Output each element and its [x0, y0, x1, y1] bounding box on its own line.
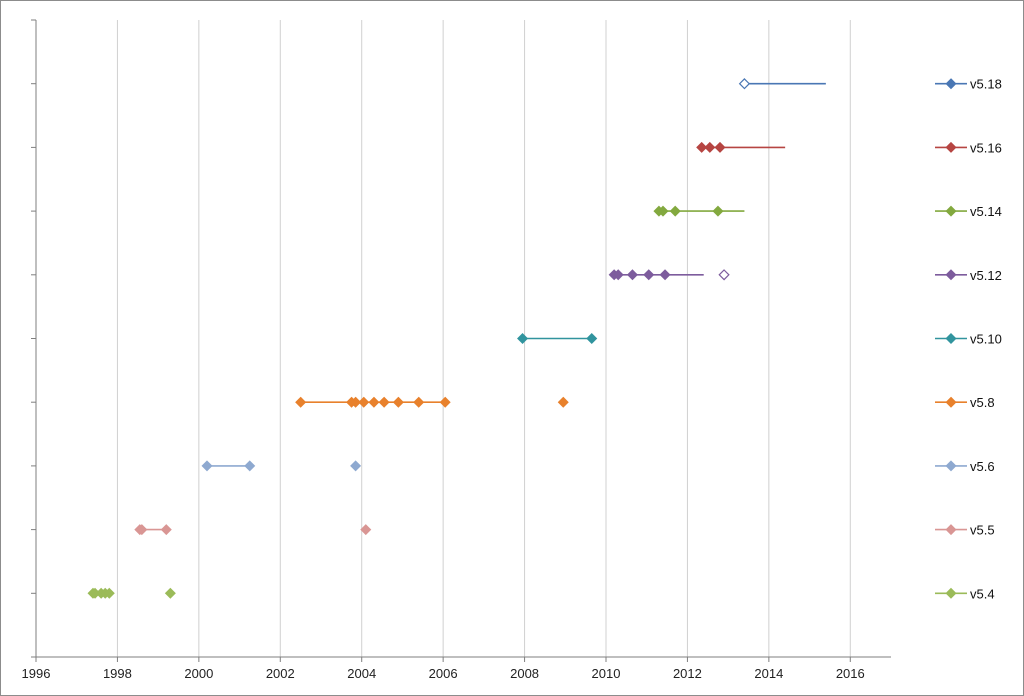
data-point [669, 205, 681, 217]
legend-item-v5.10: v5.10 [935, 332, 1002, 347]
legend-label: v5.8 [970, 395, 995, 410]
legend-label: v5.6 [970, 459, 995, 474]
legend-label: v5.10 [970, 332, 1002, 347]
legend-marker [945, 269, 957, 281]
data-point [136, 524, 148, 536]
data-point [626, 269, 638, 281]
x-tick-label: 1996 [22, 666, 51, 681]
data-point [439, 396, 451, 408]
x-tick-label: 1998 [103, 666, 132, 681]
data-point [244, 460, 256, 472]
data-point [586, 332, 598, 345]
legend-marker [945, 460, 957, 472]
legend-item-v5.16: v5.16 [935, 140, 1002, 155]
series-v5.4 [87, 587, 176, 599]
legend-item-v5.12: v5.12 [935, 268, 1002, 283]
x-tick-label: 2002 [266, 666, 295, 681]
data-point-hollow [718, 269, 730, 281]
x-tick-label: 2008 [510, 666, 539, 681]
data-point [712, 205, 724, 217]
data-point [659, 269, 671, 281]
data-point [350, 396, 362, 408]
data-point [295, 396, 307, 408]
series-v5.18 [738, 78, 826, 90]
legend-label: v5.4 [970, 586, 995, 601]
x-tick-label: 2010 [592, 666, 621, 681]
legend: v5.4 v5.5 v5.6 v5.8 v5.10 v5.12 v5.14 v5.16 v5.1… [935, 77, 1002, 601]
legend-item-v5.18: v5.18 [935, 77, 1002, 92]
y-axis-ticks [31, 19, 36, 658]
x-tick-label: 2014 [754, 666, 783, 681]
data-point [350, 460, 362, 472]
series-v5.6 [201, 460, 362, 472]
legend-item-v5.8: v5.8 [935, 395, 995, 410]
data-point [657, 205, 669, 217]
data-point [392, 396, 404, 408]
data-point [378, 396, 390, 408]
x-tick-label: 2004 [347, 666, 376, 681]
legend-label: v5.16 [970, 140, 1002, 155]
series-v5.8 [295, 396, 569, 408]
data-point [413, 396, 425, 408]
legend-item-v5.5: v5.5 [935, 523, 995, 538]
data-point [164, 587, 176, 599]
x-tick-label: 2016 [836, 666, 865, 681]
data-point [358, 396, 370, 408]
x-tick-label: 2000 [184, 666, 213, 681]
legend-item-v5.4: v5.4 [935, 586, 995, 601]
legend-label: v5.14 [970, 204, 1002, 219]
legend-label: v5.5 [970, 523, 995, 538]
data-point [696, 141, 708, 153]
data-point [201, 460, 213, 472]
legend-marker [945, 332, 957, 345]
legend-marker [945, 524, 957, 536]
data-point [517, 332, 529, 345]
legend-label: v5.12 [970, 268, 1002, 283]
series-v5.14 [653, 205, 745, 217]
x-axis-ticks: 1996 1998 2000 2002 2004 2006 2008 2010 2012 2014… [22, 657, 865, 681]
legend-marker [945, 78, 957, 90]
data-point [714, 141, 726, 153]
data-point [612, 269, 624, 281]
data-point [557, 396, 569, 408]
legend-item-v5.6: v5.6 [935, 459, 995, 474]
x-tick-label: 2006 [429, 666, 458, 681]
data-point [160, 524, 172, 536]
data-point-hollow [738, 78, 751, 90]
data-point [643, 269, 655, 281]
series-v5.16 [696, 141, 786, 153]
gridlines [116, 20, 851, 657]
x-tick-label: 2012 [673, 666, 702, 681]
data-point [103, 587, 115, 599]
series-group [87, 78, 826, 599]
data-point [368, 396, 380, 408]
legend-item-v5.14: v5.14 [935, 204, 1002, 219]
legend-marker [945, 141, 957, 153]
series-v5.5 [134, 524, 372, 536]
data-point [704, 141, 716, 153]
data-point [360, 524, 372, 536]
legend-marker [945, 205, 957, 217]
legend-marker [945, 587, 957, 599]
series-v5.10 [517, 332, 598, 345]
legend-label: v5.18 [970, 77, 1002, 92]
series-v5.12 [608, 269, 730, 281]
axes [35, 20, 891, 658]
legend-marker [945, 396, 957, 408]
